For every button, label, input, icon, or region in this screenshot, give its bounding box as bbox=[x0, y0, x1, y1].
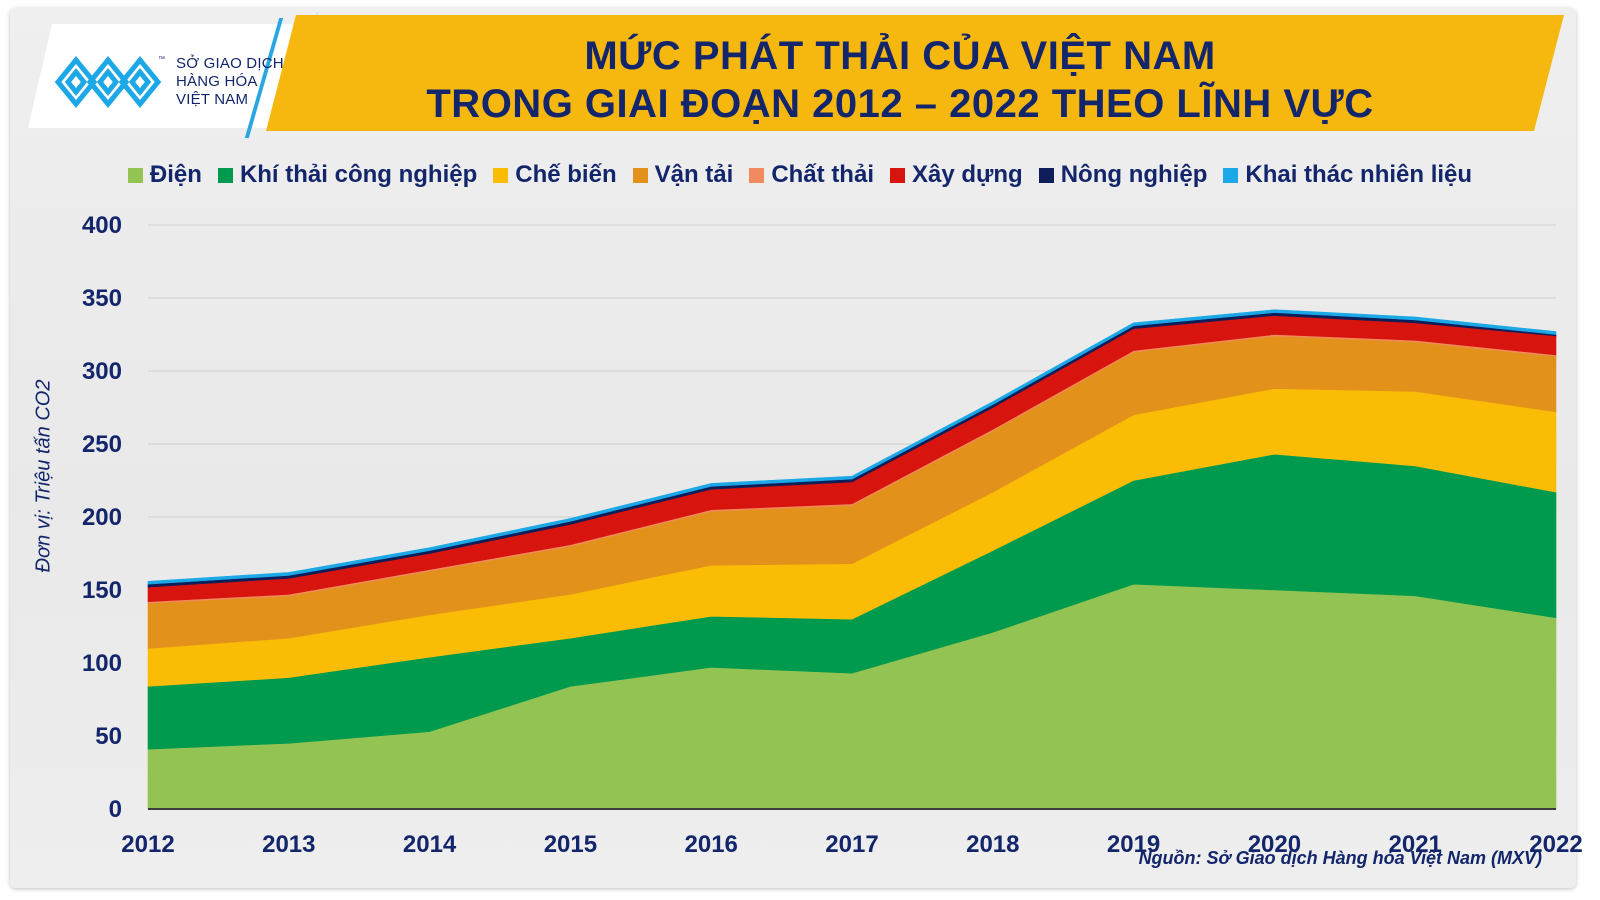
logo-line-1: SỞ GIAO DỊCH bbox=[176, 55, 284, 72]
legend-item: Chất thải bbox=[749, 161, 874, 189]
legend-label: Khai thác nhiên liệu bbox=[1245, 161, 1473, 188]
logo-text: SỞ GIAO DỊCH HÀNG HÓA VIỆT NAM bbox=[176, 55, 284, 109]
legend-swatch bbox=[889, 167, 905, 183]
legend-label: Nông nghiệp bbox=[1060, 161, 1208, 188]
y-tick-label: 200 bbox=[82, 504, 122, 531]
y-tick-label: 50 bbox=[95, 723, 122, 750]
x-tick-label: 2014 bbox=[403, 831, 457, 858]
x-tick-label: 2020 bbox=[1248, 831, 1301, 858]
x-tick-label: 2016 bbox=[685, 831, 738, 858]
area-series-8 bbox=[147, 309, 1557, 585]
logo-line-3: VIỆT NAM bbox=[176, 91, 249, 108]
legend-swatch bbox=[632, 167, 648, 183]
y-tick-label: 250 bbox=[82, 431, 122, 458]
legend-label: Chất thải bbox=[771, 161, 874, 188]
chart-legend: Điện Khí thải công nghiệp Chế biến Vận tải C… bbox=[0, 158, 1600, 192]
y-tick-label: 400 bbox=[82, 212, 122, 239]
logo-line-2: HÀNG HÓA bbox=[176, 73, 258, 90]
legend-label: Vận tải bbox=[654, 161, 734, 188]
x-tick-label: 2022 bbox=[1529, 831, 1582, 858]
legend-swatch bbox=[1038, 167, 1054, 183]
mxv-logo-icon bbox=[54, 56, 162, 108]
legend-swatch bbox=[217, 167, 233, 183]
y-tick-label: 300 bbox=[82, 358, 122, 385]
legend-item: Vận tải bbox=[632, 161, 734, 189]
legend-item: Chế biến bbox=[493, 161, 617, 189]
legend-item: Nông nghiệp bbox=[1038, 161, 1208, 189]
legend-item: Khí thải công nghiệp bbox=[217, 161, 478, 189]
legend-label: Xây dựng bbox=[911, 161, 1023, 188]
y-tick-label: 350 bbox=[82, 285, 122, 312]
legend-item: Xây dựng bbox=[889, 161, 1023, 189]
chart-title-line-1: MỨC PHÁT THẢI CỦA VIỆT NAM bbox=[584, 34, 1216, 78]
y-tick-label: 100 bbox=[82, 650, 122, 677]
legend-label: Điện bbox=[149, 161, 202, 188]
legend-label: Chế biến bbox=[515, 161, 617, 188]
logo-trademark: ™ bbox=[158, 56, 165, 63]
legend-item: Điện bbox=[127, 161, 202, 189]
legend-swatch bbox=[1223, 167, 1239, 183]
source-note: Nguồn: Sở Giao dịch Hàng hóa Việt Nam (M… bbox=[1138, 848, 1542, 868]
title-banner bbox=[266, 15, 1564, 131]
legend-item: Khai thác nhiên liệu bbox=[1223, 161, 1472, 189]
x-tick-label: 2019 bbox=[1107, 831, 1160, 858]
legend-swatch bbox=[493, 167, 509, 183]
legend-swatch bbox=[749, 167, 765, 183]
chart-title: MỨC PHÁT THẢI CỦA VIỆT NAM TRONG GIAI ĐO… bbox=[320, 32, 1480, 128]
x-tick-label: 2015 bbox=[544, 831, 597, 858]
x-tick-label: 2017 bbox=[825, 831, 878, 858]
x-tick-label: 2021 bbox=[1389, 831, 1442, 858]
legend-swatch bbox=[127, 167, 143, 183]
legend-label: Khí thải công nghiệp bbox=[239, 161, 478, 188]
x-tick-label: 2018 bbox=[966, 831, 1019, 858]
x-tick-label: 2013 bbox=[262, 831, 315, 858]
x-tick-label: 2012 bbox=[121, 831, 174, 858]
y-tick-label: 0 bbox=[109, 796, 122, 823]
chart-title-line-2: TRONG GIAI ĐOẠN 2012 – 2022 THEO LĨNH VỰ… bbox=[426, 82, 1374, 126]
y-tick-label: 150 bbox=[82, 577, 122, 604]
